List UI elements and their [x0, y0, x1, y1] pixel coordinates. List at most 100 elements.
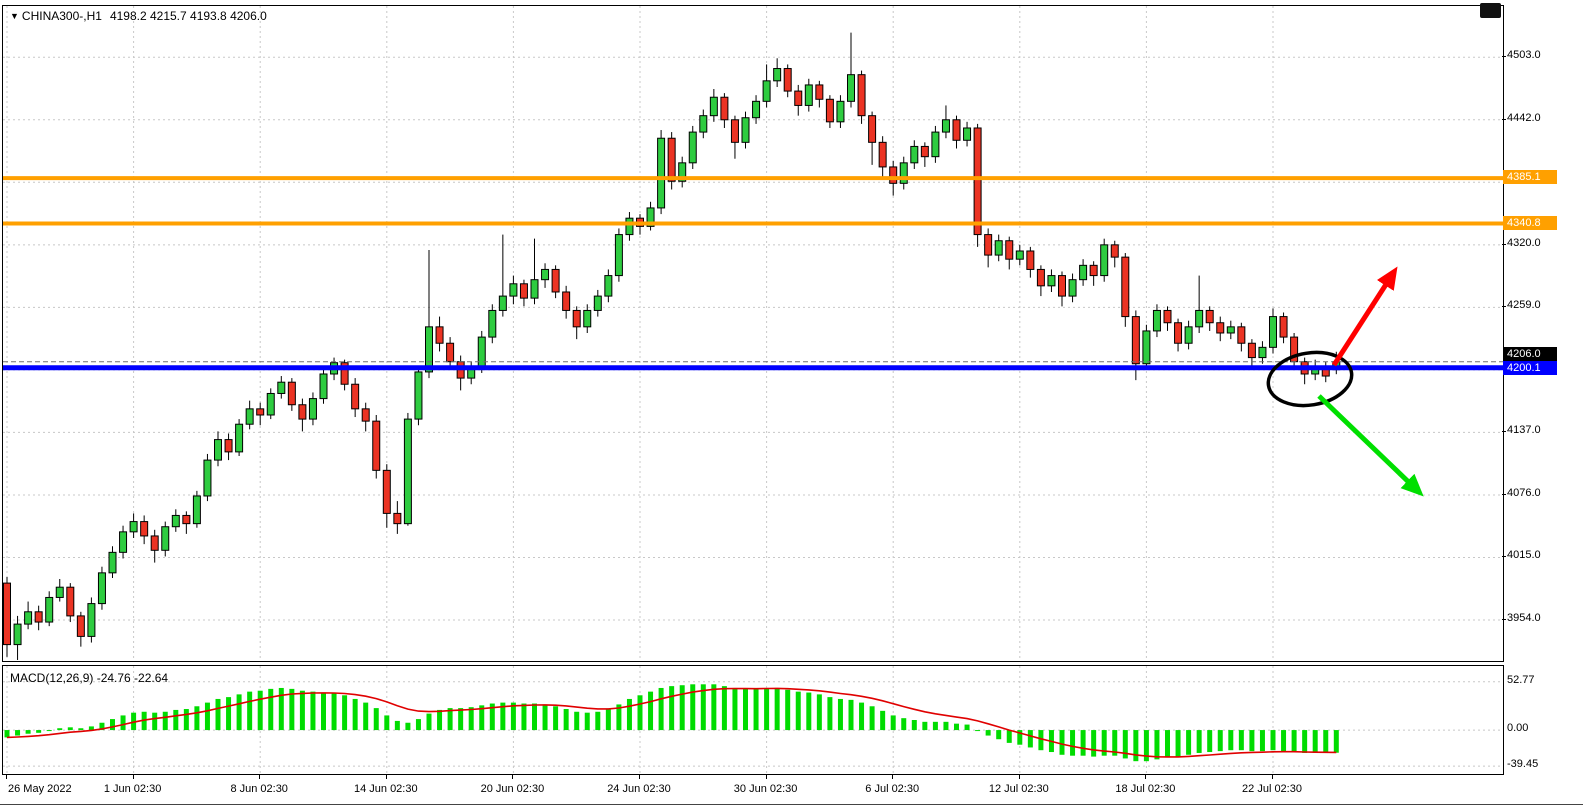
time-axis-label: 22 Jul 02:30 [1242, 783, 1302, 795]
candle-up [1195, 309, 1204, 328]
candle-down [224, 439, 233, 453]
indicator-axis-label: 0.00 [1507, 722, 1529, 735]
candle-up [414, 371, 423, 420]
macd-bar [658, 687, 664, 731]
macd-bar [584, 712, 590, 731]
ellipse-annotation[interactable] [1264, 347, 1355, 412]
macd-bar [268, 688, 274, 731]
macd-bar [152, 712, 158, 731]
macd-bar [36, 730, 42, 733]
macd-bar [605, 709, 611, 731]
macd-bar [88, 726, 94, 731]
symbol-dropdown-icon[interactable]: ▼ [10, 11, 19, 21]
macd-bar [1249, 730, 1255, 752]
candle-down [340, 362, 349, 385]
candle-up [541, 268, 550, 281]
macd-bar [922, 721, 928, 731]
candle-up [699, 115, 708, 133]
macd-bar [806, 692, 812, 731]
candle-up [1079, 264, 1088, 281]
candle-up [1226, 326, 1235, 334]
candle-down [783, 68, 792, 92]
arrow-down-annotation[interactable] [1317, 394, 1424, 497]
candle-down [1174, 322, 1183, 344]
candle-up [266, 392, 275, 416]
candle-up [1015, 250, 1024, 260]
price-axis-label: 4076.0 [1507, 486, 1541, 499]
macd-bar [226, 697, 232, 731]
candle-up [646, 207, 655, 227]
candle-up [604, 275, 613, 297]
macd-bar [458, 708, 464, 731]
macd-bar [616, 704, 622, 731]
candle-up [931, 131, 940, 158]
candle-up [847, 74, 855, 102]
price-tag-4385.1: 4385.1 [1503, 170, 1557, 185]
candle-down [256, 408, 265, 416]
macd-bar [996, 730, 1002, 740]
candle-down [1205, 309, 1214, 324]
macd-bar [278, 687, 284, 731]
candle-up [245, 408, 254, 425]
macd-bar [257, 690, 263, 731]
candle-up [741, 117, 750, 143]
macd-indicator-pane[interactable] [2, 665, 1504, 775]
candle-down [361, 408, 370, 422]
macd-bar [1238, 730, 1244, 751]
macd-bar [816, 694, 822, 731]
macd-bar [553, 706, 559, 731]
macd-bar [489, 703, 495, 731]
price-tag-4200.1: 4200.1 [1503, 360, 1557, 375]
price-tag-4340.8: 4340.8 [1503, 215, 1557, 230]
price-axis-label: 4503.0 [1507, 49, 1541, 62]
macd-bar [774, 687, 780, 731]
candle-up [97, 572, 106, 605]
candle-down [1036, 268, 1045, 287]
scrollbar-thumb[interactable] [1480, 3, 1501, 18]
macd-bar [426, 713, 432, 731]
indicator-label: MACD(12,26,9) -24.76 -22.64 [10, 671, 169, 685]
candle-down [562, 291, 571, 311]
macd-bar [46, 730, 52, 732]
macd-bar [700, 684, 706, 731]
candle-down [150, 535, 159, 551]
candle-up [425, 326, 433, 373]
candle-down [794, 90, 803, 106]
macd-bar [363, 702, 369, 731]
candle-up [87, 603, 96, 637]
macd-bar [711, 684, 717, 731]
ohlc-values: 4198.2 4215.7 4193.8 4206.0 [109, 9, 267, 23]
macd-bar [1228, 730, 1234, 751]
time-axis-label: 24 Jun 02:30 [607, 783, 671, 795]
macd-bar [1196, 730, 1202, 753]
candle-up [129, 521, 138, 533]
candle-up [488, 309, 497, 338]
candle-up [1269, 316, 1277, 348]
candle-up [1152, 309, 1161, 332]
candle-up [593, 295, 602, 311]
macd-bar [943, 721, 949, 731]
macd-bar [880, 710, 886, 731]
candle-up [899, 162, 908, 184]
macd-bar [837, 698, 843, 731]
main-chart-pane[interactable] [2, 5, 1504, 662]
time-axis-label: 6 Jul 02:30 [865, 783, 920, 795]
macd-bar [194, 706, 200, 731]
macd-bar [890, 715, 896, 731]
candle-down [351, 383, 360, 410]
macd-bar [911, 720, 917, 731]
candle-up [1184, 326, 1193, 344]
candle-up [678, 162, 687, 182]
candle-up [709, 96, 718, 117]
macd-bar [110, 719, 115, 731]
candle-down [878, 141, 887, 168]
macd-bar [1217, 730, 1223, 752]
candle-up [910, 145, 919, 164]
candle-up [277, 381, 286, 394]
macd-bar [669, 686, 675, 731]
candle-down [973, 127, 982, 236]
arrow-up-annotation[interactable] [1331, 266, 1398, 367]
candle-down [572, 309, 581, 328]
macd-bar [1133, 730, 1139, 762]
macd-bar [1143, 730, 1149, 762]
